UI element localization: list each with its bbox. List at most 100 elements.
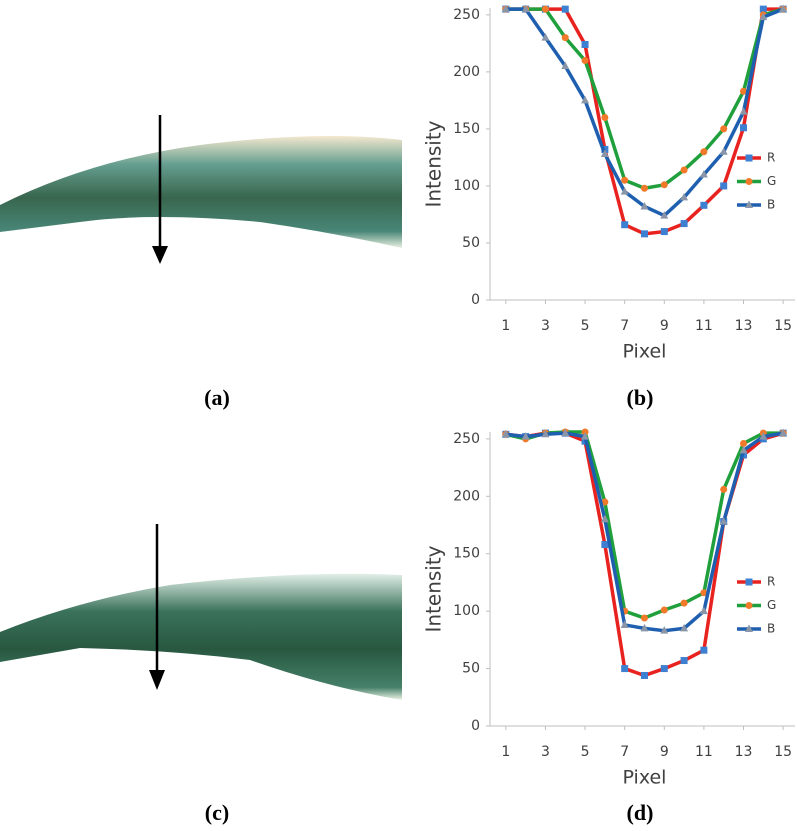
y-tick-label: 150 [453, 121, 480, 137]
marker [680, 599, 688, 607]
marker [621, 221, 629, 229]
x-tick-label: 15 [774, 318, 792, 334]
y-axis-title: Intensity [422, 545, 446, 632]
marker [640, 201, 649, 210]
marker [640, 184, 648, 192]
x-tick-label: 1 [501, 744, 510, 760]
marker [720, 182, 728, 190]
marker [541, 429, 550, 438]
marker [600, 149, 609, 157]
marker [600, 514, 609, 523]
y-tick-label: 100 [453, 603, 480, 619]
x-tick-label: 11 [695, 744, 713, 760]
x-tick-label: 1 [501, 318, 510, 334]
legend-marker [745, 178, 753, 185]
y-tick-label: 0 [471, 292, 480, 308]
marker [501, 429, 510, 438]
x-tick-label: 13 [735, 318, 753, 334]
marker [759, 12, 768, 21]
marker [700, 201, 708, 209]
series-line [505, 7, 784, 190]
marker [581, 56, 589, 64]
legend-marker [745, 602, 753, 609]
legend-label: G [767, 174, 776, 188]
marker [759, 432, 768, 440]
image-c [0, 524, 402, 700]
marker [660, 211, 669, 219]
marker [660, 626, 669, 634]
marker [501, 4, 510, 13]
marker [541, 5, 549, 13]
marker [719, 147, 728, 155]
legend-label: B [767, 198, 775, 212]
marker [680, 657, 688, 665]
marker [680, 166, 688, 174]
panel-label: (b) [627, 385, 654, 410]
marker [720, 125, 728, 133]
marker [521, 4, 530, 13]
marker [660, 606, 668, 614]
marker [699, 170, 708, 178]
marker [581, 432, 590, 440]
x-tick-label: 5 [581, 318, 590, 334]
x-tick-label: 7 [620, 744, 629, 760]
marker [640, 671, 648, 679]
legend-marker [745, 154, 753, 162]
panel-label: (d) [627, 800, 654, 825]
marker [680, 623, 689, 632]
legend-label: G [767, 598, 776, 612]
marker [660, 181, 668, 189]
y-tick-label: 200 [453, 64, 480, 80]
marker [740, 87, 748, 95]
marker [601, 498, 609, 506]
marker [739, 107, 748, 115]
marker [561, 428, 570, 437]
marker [561, 34, 569, 42]
y-tick-label: 200 [453, 488, 480, 504]
legend-label: B [767, 622, 775, 636]
marker [660, 665, 668, 673]
legend-marker [745, 200, 753, 208]
marker [740, 439, 748, 447]
y-tick-label: 250 [453, 431, 480, 447]
x-tick-label: 9 [660, 318, 669, 334]
marker [700, 589, 708, 597]
x-tick-label: 3 [541, 744, 550, 760]
marker [700, 148, 708, 156]
marker [779, 428, 788, 437]
y-tick-label: 150 [453, 546, 480, 562]
marker [601, 541, 609, 549]
x-tick-label: 13 [735, 744, 753, 760]
y-tick-label: 0 [471, 718, 480, 734]
marker [561, 5, 569, 13]
marker [581, 428, 589, 436]
series-line [505, 431, 784, 633]
marker [601, 114, 609, 121]
marker [700, 646, 708, 654]
x-axis-title: Pixel [623, 341, 667, 363]
marker [621, 665, 629, 673]
x-tick-label: 7 [620, 318, 629, 334]
marker [620, 187, 629, 195]
marker [739, 445, 748, 454]
y-tick-label: 50 [462, 235, 480, 251]
legend-marker [745, 624, 753, 632]
legend-label: R [767, 151, 775, 165]
x-tick-label: 9 [660, 744, 669, 760]
marker [740, 124, 748, 132]
marker [581, 95, 590, 104]
y-tick-label: 50 [462, 661, 480, 677]
panel-label: (a) [204, 385, 230, 410]
marker [699, 606, 708, 615]
panel-label: (c) [205, 800, 229, 825]
marker [581, 41, 589, 48]
marker [759, 5, 767, 13]
marker [561, 61, 570, 70]
marker [640, 230, 648, 238]
marker [720, 485, 728, 493]
marker [640, 623, 649, 632]
x-tick-label: 11 [695, 318, 713, 334]
marker [680, 220, 688, 228]
image-a [0, 115, 402, 264]
